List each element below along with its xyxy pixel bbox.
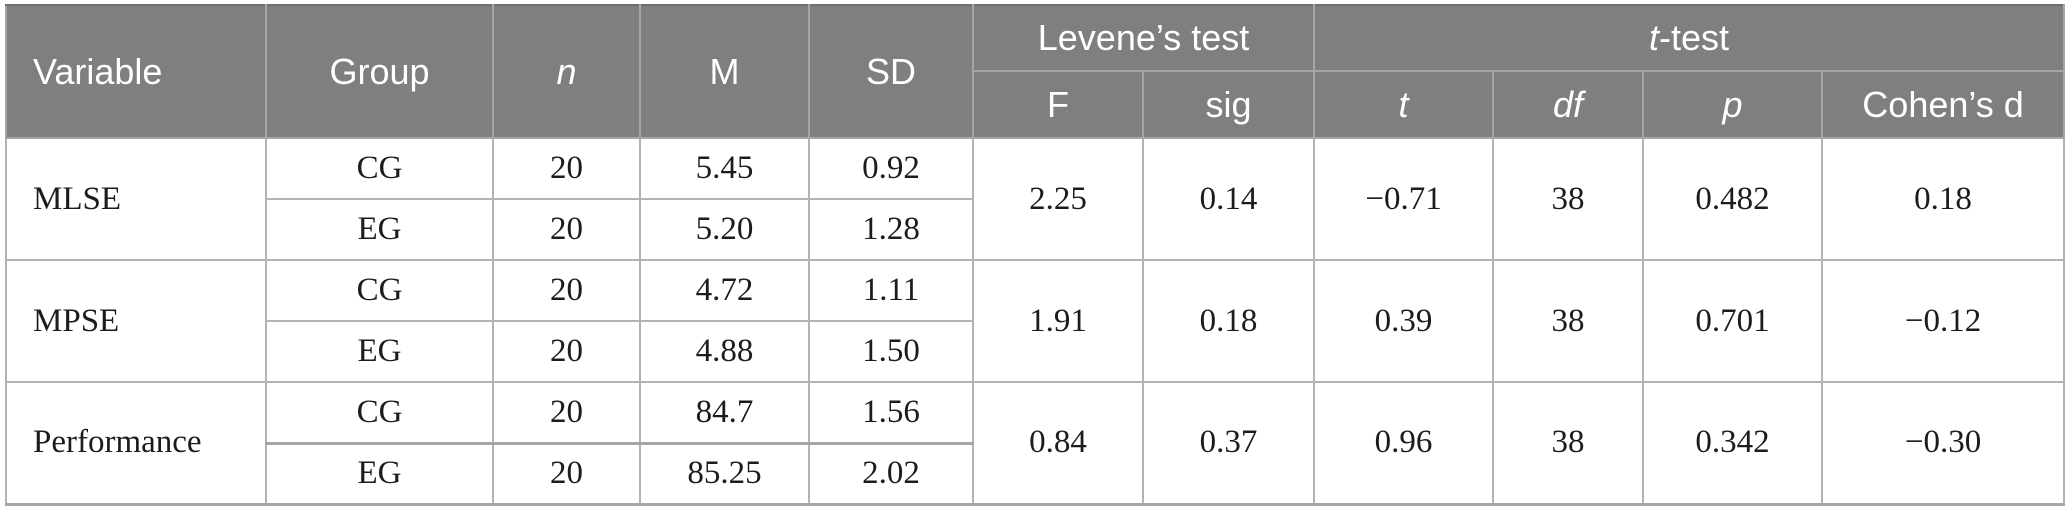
sd-cell: 1.11 — [808, 259, 974, 322]
header-levene-test: Levene’s test — [971, 4, 1316, 72]
f-cell: 2.25 — [972, 137, 1144, 261]
sd-cell: 0.92 — [808, 137, 974, 200]
n-cell: 20 — [492, 137, 641, 200]
table-row: MLSE CG 20 5.45 0.92 2.25 0.14 −0.71 38 … — [5, 137, 2066, 261]
m-cell: 4.88 — [639, 320, 810, 383]
t-cell: −0.71 — [1313, 137, 1495, 261]
group-cell: CG — [265, 259, 494, 322]
n-cell: 20 — [492, 381, 641, 445]
header-sd: SD — [808, 4, 974, 139]
n-cell: 20 — [492, 442, 641, 506]
sd-cell: 2.02 — [808, 442, 974, 506]
t-cell: 0.39 — [1313, 259, 1495, 383]
header-p: p — [1642, 70, 1824, 139]
p-cell: 0.482 — [1642, 137, 1824, 261]
header-variable: Variable — [5, 4, 267, 139]
df-cell: 38 — [1492, 381, 1645, 506]
n-cell: 20 — [492, 198, 641, 261]
cohens-d-cell: −0.30 — [1821, 381, 2066, 506]
t-cell: 0.96 — [1313, 381, 1495, 506]
p-cell: 0.342 — [1642, 381, 1824, 506]
df-cell: 38 — [1492, 137, 1645, 261]
variable-cell: MPSE — [5, 259, 267, 383]
header-t-test: t-test — [1313, 4, 2066, 72]
header-f: F — [972, 70, 1144, 139]
m-cell: 5.20 — [639, 198, 810, 261]
header-sig: sig — [1141, 70, 1316, 139]
header-group: Group — [265, 4, 494, 139]
table-body: MLSE CG 20 5.45 0.92 2.25 0.14 −0.71 38 … — [5, 137, 2066, 506]
n-cell: 20 — [492, 259, 641, 322]
sd-cell: 1.56 — [808, 381, 974, 445]
sd-cell: 1.28 — [808, 198, 974, 261]
header-row-stats: F sig t df p Cohen’s d — [6, 70, 2066, 139]
cohens-d-cell: −0.12 — [1821, 259, 2066, 383]
m-cell: 84.7 — [639, 381, 810, 445]
m-cell: 85.25 — [639, 442, 810, 506]
header-m: M — [639, 4, 810, 139]
sig-cell: 0.37 — [1141, 381, 1316, 506]
header-n: n — [492, 4, 641, 139]
group-cell: EG — [265, 320, 494, 383]
group-cell: CG — [265, 381, 494, 445]
f-cell: 0.84 — [972, 381, 1144, 506]
header-df: df — [1492, 70, 1645, 139]
cohens-d-cell: 0.18 — [1821, 137, 2066, 261]
table-row: EG 20 85.25 2.02 — [6, 442, 2064, 506]
p-cell: 0.701 — [1642, 259, 1824, 383]
df-cell: 38 — [1492, 259, 1645, 383]
sd-cell: 1.50 — [808, 320, 974, 383]
header-t-test-rest: -test — [1659, 17, 1730, 58]
group-cell: EG — [265, 442, 494, 506]
header-t-test-t: t — [1649, 17, 1660, 58]
table-row: Performance CG 20 84.7 1.56 0.84 0.37 0.… — [5, 381, 2066, 506]
header-t: t — [1313, 70, 1495, 139]
sig-cell: 0.18 — [1141, 259, 1316, 383]
variable-cell: MLSE — [5, 137, 267, 261]
header-cohens-d: Cohen’s d — [1821, 70, 2066, 139]
header-row-groups: Variable Group n M SD Levene’s test t-te… — [5, 4, 2066, 139]
variable-cell: Performance — [5, 381, 267, 506]
table-row: MPSE CG 20 4.72 1.11 1.91 0.18 0.39 38 0… — [5, 259, 2066, 383]
group-cell: CG — [265, 137, 494, 200]
m-cell: 4.72 — [639, 259, 810, 322]
f-cell: 1.91 — [972, 259, 1144, 383]
table-row: EG 20 5.20 1.28 — [6, 198, 2064, 261]
statistics-table: Variable Group n M SD Levene’s test t-te… — [5, 4, 2066, 506]
sig-cell: 0.14 — [1141, 137, 1316, 261]
n-cell: 20 — [492, 320, 641, 383]
table-header: Variable Group n M SD Levene’s test t-te… — [5, 4, 2066, 139]
table-row: EG 20 4.88 1.50 — [6, 320, 2064, 383]
m-cell: 5.45 — [639, 137, 810, 200]
group-cell: EG — [265, 198, 494, 261]
